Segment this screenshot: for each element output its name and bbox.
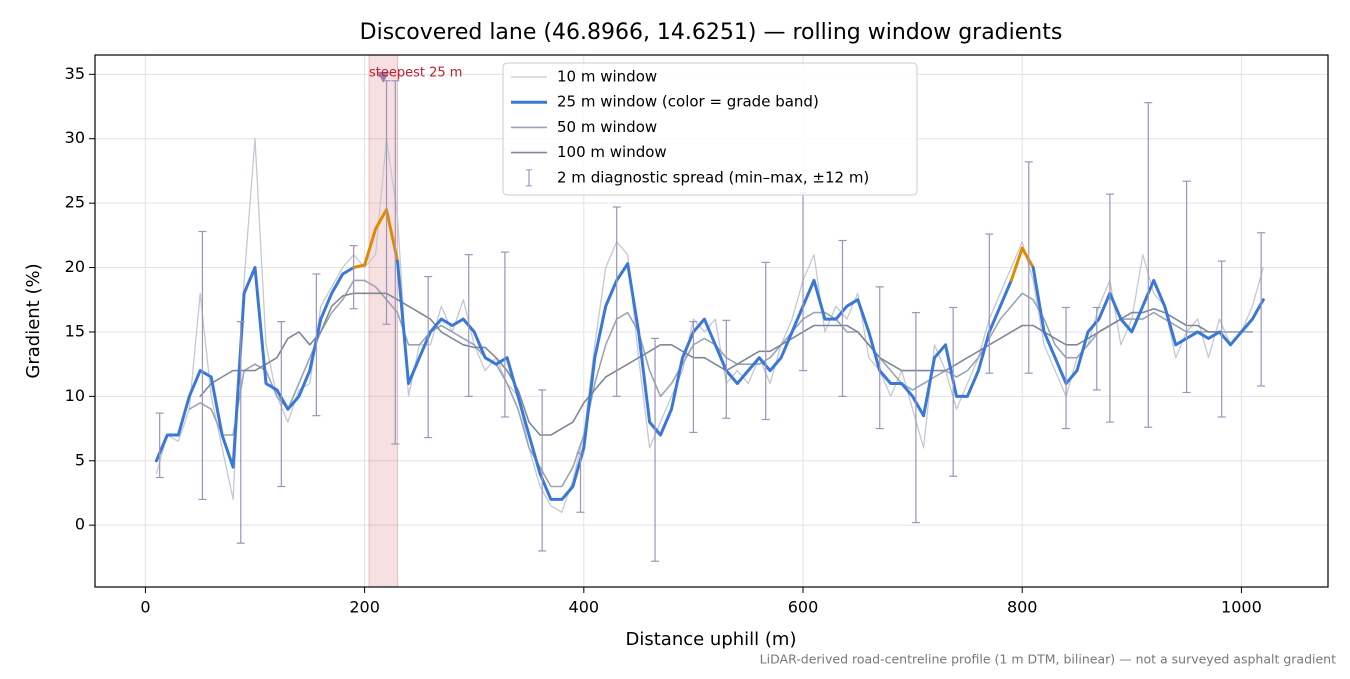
plot: steepest 25 m [154, 54, 1266, 588]
error-bar [1092, 306, 1101, 391]
error-bar [722, 319, 731, 419]
x-tick-label: 600 [788, 598, 819, 617]
error-bar [1217, 260, 1226, 418]
series-line [188, 279, 1254, 488]
error-bar [500, 251, 509, 418]
error-bar [277, 321, 286, 488]
error-bar [761, 261, 770, 421]
error-bar [1024, 161, 1033, 374]
x-tick-label: 800 [1007, 598, 1038, 617]
error-bar [391, 80, 400, 445]
error-bar [538, 389, 547, 552]
error-bar [985, 233, 994, 374]
x-tick-label: 1000 [1221, 598, 1262, 617]
error-bar [576, 452, 585, 513]
error-bar [236, 321, 245, 544]
error-bar [612, 206, 621, 397]
y-tick-label: 35 [65, 64, 85, 83]
series-line [1009, 246, 1035, 282]
error-bar [464, 254, 473, 397]
error-bar [1257, 232, 1266, 387]
legend-label: 100 m window [557, 143, 667, 161]
chart-title: Discovered lane (46.8966, 14.6251) — rol… [360, 20, 1063, 45]
error-bar [424, 275, 433, 439]
steepest-marker [377, 71, 390, 83]
error-bar [349, 245, 358, 310]
y-tick-label: 15 [65, 321, 85, 340]
error-bar [689, 321, 698, 434]
error-bar [875, 286, 884, 430]
y-tick-label: 25 [65, 193, 85, 212]
series-line [396, 259, 1013, 501]
error-bar [1182, 180, 1191, 394]
y-tick-label: 20 [65, 257, 85, 276]
x-tick-label: 200 [349, 598, 380, 617]
footnote: LiDAR-derived road-centreline profile (1… [760, 652, 1336, 667]
y-tick-label: 30 [65, 128, 85, 147]
error-bar [1105, 193, 1114, 423]
x-tick-label: 400 [569, 598, 600, 617]
y-axis-label: Gradient (%) [23, 263, 44, 378]
error-bar [838, 239, 847, 397]
highlight-span [368, 54, 398, 588]
series-line [352, 208, 399, 269]
plot-frame [94, 54, 1329, 588]
error-bar [198, 230, 207, 501]
legend-label: 50 m window [557, 118, 657, 136]
steepest-label: steepest 25 m [369, 65, 462, 80]
x-tick-label: 0 [140, 598, 150, 617]
y-tick-label: 0 [75, 515, 85, 534]
series-line [154, 266, 356, 469]
legend-box [502, 62, 918, 196]
error-bar [651, 337, 660, 562]
legend-label: 2 m diagnostic spread (min–max, ±12 m) [557, 168, 869, 186]
error-bar [1144, 102, 1153, 428]
error-bar [1062, 306, 1071, 430]
y-tick-label: 10 [65, 386, 85, 405]
legend-label: 10 m window [557, 68, 657, 86]
y-tick-label: 5 [75, 450, 85, 469]
series-line [199, 292, 1221, 436]
error-bar [312, 273, 321, 417]
error-bar [155, 412, 164, 479]
error-bar [949, 306, 958, 477]
x-axis-label: Distance uphill (m) [626, 629, 797, 650]
legend-label: 25 m window (color = grade band) [557, 93, 819, 111]
error-bar [911, 312, 920, 524]
legend: 10 m window 25 m window (color = grade ba… [502, 62, 918, 196]
